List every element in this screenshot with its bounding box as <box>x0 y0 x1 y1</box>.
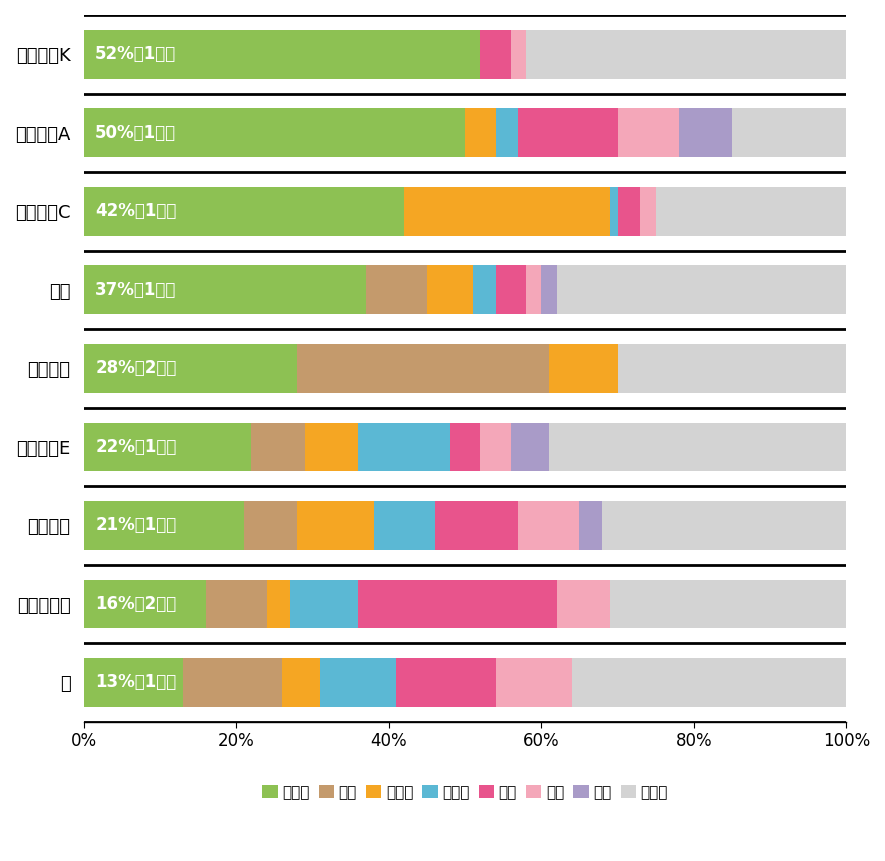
Bar <box>84 501 244 549</box>
Bar <box>304 423 358 471</box>
Bar <box>542 265 557 314</box>
Text: 22%（1位）: 22%（1位） <box>95 438 176 455</box>
Text: 13%（1位）: 13%（1位） <box>95 673 176 691</box>
Bar <box>84 187 404 236</box>
Text: 37%（1位）: 37%（1位） <box>95 281 176 299</box>
Bar <box>610 187 618 236</box>
Bar <box>526 265 542 314</box>
Bar <box>84 423 251 471</box>
Bar <box>511 423 549 471</box>
Bar <box>519 108 618 157</box>
Legend: 野菜類, 穀類, 果実類, 魚介類, 肉類, 乳類, 卵類, その他: 野菜類, 穀類, 果実類, 魚介類, 肉類, 乳類, 卵類, その他 <box>256 779 673 806</box>
Bar <box>618 187 641 236</box>
Bar <box>396 658 496 707</box>
Bar <box>251 423 304 471</box>
Bar <box>427 265 473 314</box>
Text: 28%（2位）: 28%（2位） <box>95 359 176 377</box>
Bar <box>496 658 572 707</box>
Bar <box>549 344 618 393</box>
Bar <box>496 108 519 157</box>
Bar <box>404 187 610 236</box>
Bar <box>641 187 656 236</box>
Bar <box>496 265 526 314</box>
Bar <box>84 579 205 629</box>
Text: 42%（1位）: 42%（1位） <box>95 202 176 220</box>
Bar <box>679 108 732 157</box>
Bar <box>373 501 435 549</box>
Bar <box>618 344 846 393</box>
Bar <box>289 579 358 629</box>
Bar <box>435 501 519 549</box>
Bar <box>450 423 481 471</box>
Bar <box>519 501 580 549</box>
Bar <box>297 501 373 549</box>
Bar <box>183 658 282 707</box>
Bar <box>244 501 297 549</box>
Bar <box>465 108 496 157</box>
Text: 21%（1位）: 21%（1位） <box>95 517 176 535</box>
Bar <box>526 30 846 78</box>
Bar <box>603 501 846 549</box>
Bar <box>610 579 846 629</box>
Bar <box>549 423 846 471</box>
Bar <box>84 30 481 78</box>
Bar <box>481 30 511 78</box>
Bar <box>656 187 846 236</box>
Bar <box>481 423 511 471</box>
Bar <box>511 30 526 78</box>
Text: 52%（1位）: 52%（1位） <box>95 46 176 63</box>
Bar <box>205 579 266 629</box>
Bar <box>84 108 465 157</box>
Bar <box>366 265 427 314</box>
Bar <box>572 658 846 707</box>
Bar <box>320 658 396 707</box>
Text: 50%（1位）: 50%（1位） <box>95 124 176 142</box>
Bar <box>297 344 549 393</box>
Bar <box>557 579 610 629</box>
Bar <box>473 265 496 314</box>
Text: 16%（2位）: 16%（2位） <box>95 595 176 613</box>
Bar <box>358 423 450 471</box>
Bar <box>358 579 557 629</box>
Bar <box>84 344 297 393</box>
Bar <box>84 265 366 314</box>
Bar <box>282 658 320 707</box>
Bar <box>618 108 679 157</box>
Bar <box>580 501 603 549</box>
Bar <box>732 108 846 157</box>
Bar <box>84 658 183 707</box>
Bar <box>557 265 846 314</box>
Bar <box>266 579 289 629</box>
